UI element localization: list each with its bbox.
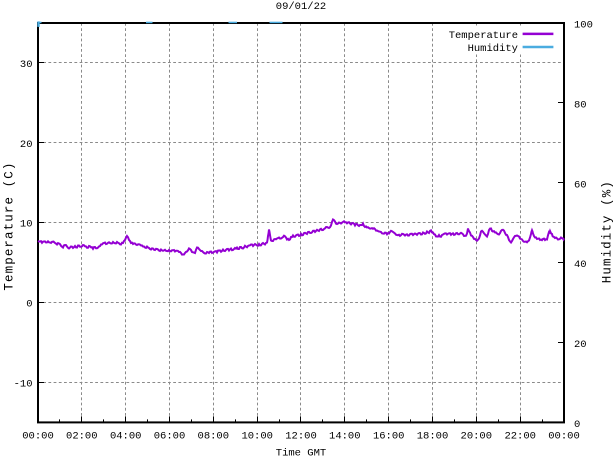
svg-text:18:00: 18:00 — [417, 430, 449, 442]
svg-text:60: 60 — [574, 179, 587, 191]
svg-text:10:00: 10:00 — [241, 430, 273, 442]
svg-text:80: 80 — [574, 99, 587, 111]
svg-text:Temperature (C): Temperature (C) — [3, 163, 17, 291]
svg-text:09/01/22: 09/01/22 — [276, 1, 326, 13]
svg-text:20: 20 — [574, 339, 587, 351]
svg-text:100: 100 — [574, 20, 593, 32]
svg-text:0: 0 — [574, 419, 580, 431]
svg-text:12:00: 12:00 — [285, 430, 317, 442]
svg-text:10: 10 — [20, 219, 33, 231]
svg-text:40: 40 — [574, 259, 587, 271]
svg-text:14:00: 14:00 — [329, 430, 361, 442]
svg-text:16:00: 16:00 — [373, 430, 405, 442]
svg-text:00:00: 00:00 — [548, 430, 580, 442]
svg-text:02:00: 02:00 — [66, 430, 98, 442]
svg-text:20:00: 20:00 — [461, 430, 493, 442]
svg-text:20: 20 — [20, 139, 33, 151]
svg-text:Time GMT: Time GMT — [276, 447, 326, 459]
svg-text:04:00: 04:00 — [110, 430, 142, 442]
svg-text:Humidity (%): Humidity (%) — [601, 181, 613, 283]
svg-text:08:00: 08:00 — [198, 430, 230, 442]
svg-text:Humidity: Humidity — [468, 43, 518, 55]
svg-text:-10: -10 — [14, 379, 33, 391]
svg-text:00:00: 00:00 — [22, 430, 54, 442]
svg-text:Temperature: Temperature — [449, 30, 518, 42]
svg-text:22:00: 22:00 — [504, 430, 536, 442]
svg-text:0: 0 — [26, 299, 32, 311]
svg-text:30: 30 — [20, 59, 33, 71]
svg-text:06:00: 06:00 — [154, 430, 186, 442]
